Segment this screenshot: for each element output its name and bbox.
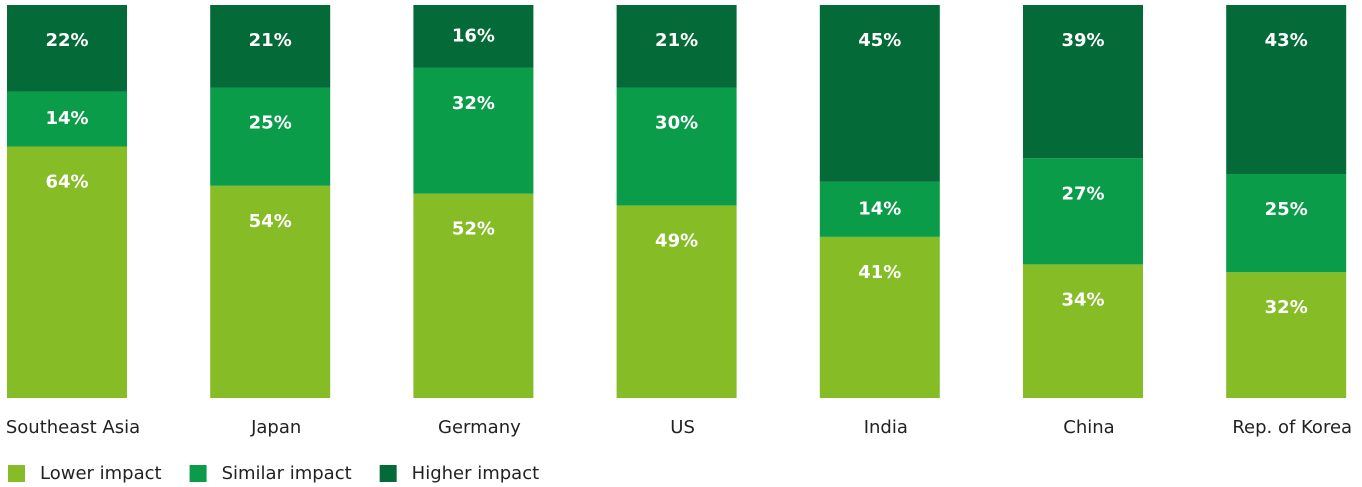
data-label: 27% [1061,183,1104,204]
data-label: 34% [1061,289,1104,310]
x-tick-label: US [670,417,695,438]
bar-segment [413,193,534,398]
data-label: 30% [655,113,698,134]
bar-segment [7,91,127,147]
bar-segment [819,236,940,398]
data-label: 25% [249,113,292,134]
bar-segment [616,87,737,206]
x-tick-label: Japan [250,417,301,438]
bar-segment [616,205,737,398]
x-tick-label: Southeast Asia [6,417,140,438]
data-label: 54% [249,211,292,232]
data-label: 21% [655,30,698,51]
data-label: 45% [858,30,901,51]
data-label: 14% [45,108,88,129]
legend-swatch [189,465,207,482]
bar-segment [1023,158,1143,265]
bar-segment [7,5,127,92]
data-label: 22% [45,30,88,51]
bar-segment [616,5,737,88]
bar-segment [210,185,331,398]
data-label: 64% [45,171,88,192]
bar-segment [7,146,127,398]
data-label: 14% [858,198,901,219]
bar-segment [819,181,940,237]
x-tick-label: China [1063,417,1114,438]
bar-segment [413,67,534,194]
data-label: 39% [1061,30,1104,51]
data-label: 49% [655,230,698,251]
bar-segment [1226,5,1347,174]
data-label: 25% [1265,199,1308,220]
legend-label: Higher impact [412,463,540,484]
x-tick-label: India [864,417,908,438]
legend-label: Lower impact [40,463,162,484]
data-label: 32% [452,93,495,114]
bar-segment [1226,173,1347,273]
legend-swatch [8,465,25,482]
bar-segment [819,5,940,182]
bar-segment [1023,5,1143,159]
bar-segment [210,87,331,186]
bar-segment [1023,264,1143,398]
legend-label: Similar impact [222,463,352,484]
data-label: 16% [452,25,495,46]
data-label: 52% [452,219,495,240]
bar-segment [1226,272,1347,398]
bar-segment [413,5,534,68]
data-label: 32% [1265,297,1308,318]
bar-segment [210,5,331,88]
data-label: 21% [249,30,292,51]
x-tick-label: Germany [438,417,521,438]
legend-swatch [379,465,397,482]
data-label: 43% [1265,30,1308,51]
x-tick-label: Rep. of Korea [1232,417,1352,438]
data-label: 41% [858,262,901,283]
